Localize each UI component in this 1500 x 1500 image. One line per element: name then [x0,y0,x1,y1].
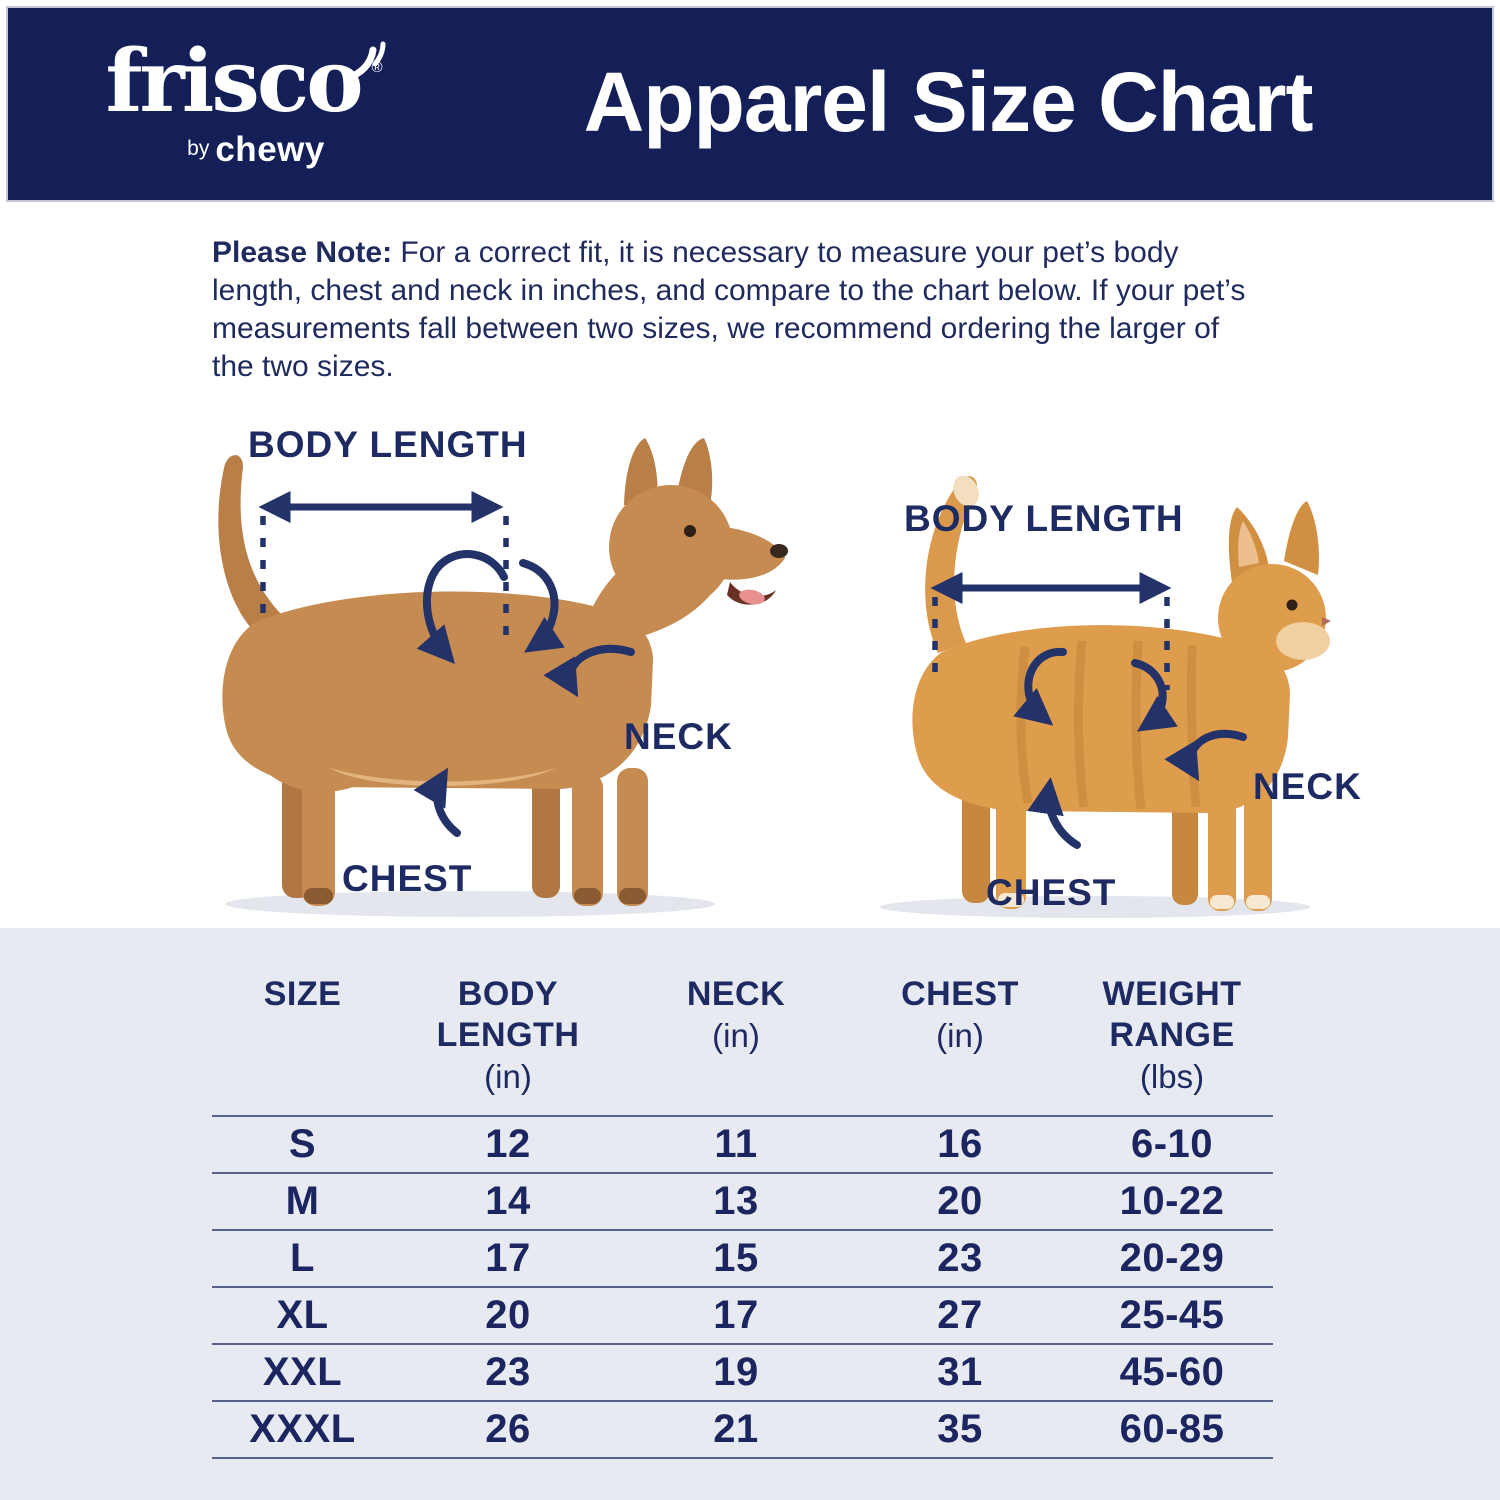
dog-neck-label: NECK [624,716,733,757]
size-cell: S [288,1122,317,1166]
weight-cell: 10-22 [1119,1179,1225,1223]
neck-cell: 13 [713,1179,759,1223]
chest-cell: 31 [937,1350,983,1394]
chest-cell: 23 [937,1236,983,1280]
chest-cell: 16 [937,1122,983,1166]
neck-cell: 19 [713,1350,759,1394]
body-length-cell: 12 [485,1122,531,1166]
weight-cell: 25-45 [1119,1293,1225,1337]
body-length-cell: 14 [485,1179,531,1223]
brand-text: frisco [105,31,363,132]
weight-cell: 6-10 [1130,1122,1214,1166]
size-cell: L [290,1236,315,1280]
cat-body-length-label: BODY LENGTH [904,498,1184,539]
col-header-chest: CHEST (in) [901,975,1019,1054]
by-chewy: by chewy [129,130,383,170]
cat-chest-label: CHEST [986,872,1117,913]
size-cell: XL [276,1293,329,1337]
col-header-weight-range: WEIGHT RANGE (lbs) [1102,975,1242,1095]
dog-illustration [218,438,788,917]
size-table-rows: S 12 11 16 6-10 M 14 13 20 10-22 L 17 15… [212,1115,1273,1459]
fit-note: Please Note: For a correct fit, it is ne… [212,234,1252,386]
neck-cell: 15 [713,1236,759,1280]
chewy-wordmark: chewy [215,130,325,169]
chest-cell: 35 [937,1407,983,1451]
table-row-xxl: XXL 23 19 31 45-60 [212,1343,1273,1400]
header-bar: frisco ® by chewy Apparel Size Chart [8,8,1492,200]
col-header-body-length: BODY LENGTH (in) [436,975,580,1095]
frisco-wordmark: frisco ® [105,31,386,132]
neck-cell: 17 [713,1293,759,1337]
body-length-cell: 26 [485,1407,531,1451]
weight-cell: 45-60 [1119,1350,1225,1394]
registered-mark: ® [371,59,383,76]
weight-cell: 20-29 [1119,1236,1225,1280]
neck-cell: 21 [713,1407,759,1451]
table-row-xxxl: XXXL 26 21 35 60-85 [212,1400,1273,1457]
weight-cell: 60-85 [1119,1407,1225,1451]
body-length-cell: 23 [485,1350,531,1394]
body-length-cell: 20 [485,1293,531,1337]
table-row-m: M 14 13 20 10-22 [212,1172,1273,1229]
chest-cell: 27 [937,1293,983,1337]
col-header-size: SIZE [263,975,342,1013]
by-text: by [187,137,210,160]
size-table-header: SIZE BODY LENGTH (in) NECK (in) CHEST (i… [212,974,1273,1097]
table-row-s: S 12 11 16 6-10 [212,1115,1273,1172]
dog-body-length-label: BODY LENGTH [248,424,528,465]
size-cell: XXL [262,1350,343,1394]
swoosh-icon [344,41,386,82]
note-body: For a correct fit, it is necessary to me… [212,236,1246,383]
frisco-logo: frisco ® by chewy [83,31,386,170]
neck-cell: 11 [714,1122,758,1166]
note-label: Please Note: [212,236,393,269]
col-header-neck: NECK (in) [686,975,786,1054]
page-title: Apparel Size Chart [583,55,1314,149]
table-row-xl: XL 20 17 27 25-45 [212,1286,1273,1343]
size-table-section: SIZE BODY LENGTH (in) NECK (in) CHEST (i… [0,928,1500,1500]
size-cell: M [285,1179,320,1223]
table-row-l: L 17 15 23 20-29 [212,1229,1273,1286]
cat-neck-label: NECK [1253,766,1362,807]
dog-chest-label: CHEST [342,858,473,899]
chest-cell: 20 [937,1179,983,1223]
size-cell: XXXL [249,1407,356,1451]
body-length-cell: 17 [485,1236,531,1280]
cat-illustration [880,475,1331,918]
